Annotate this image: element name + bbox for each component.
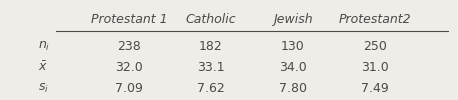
Text: 7.80: 7.80 [279, 82, 307, 95]
Text: 7.09: 7.09 [115, 82, 143, 95]
Text: 250: 250 [363, 40, 387, 53]
Text: $s_i$: $s_i$ [38, 82, 49, 95]
Text: 7.62: 7.62 [197, 82, 225, 95]
Text: 33.1: 33.1 [197, 61, 224, 74]
Text: $n_i$: $n_i$ [38, 40, 50, 53]
Text: 182: 182 [199, 40, 223, 53]
Text: 31.0: 31.0 [361, 61, 388, 74]
Text: 130: 130 [281, 40, 305, 53]
Text: 238: 238 [117, 40, 141, 53]
Text: $\bar{x}$: $\bar{x}$ [38, 61, 48, 74]
Text: Protestant2: Protestant2 [338, 13, 411, 26]
Text: Jewish: Jewish [273, 13, 312, 26]
Text: 32.0: 32.0 [115, 61, 143, 74]
Text: 7.49: 7.49 [361, 82, 388, 95]
Text: 34.0: 34.0 [279, 61, 306, 74]
Text: Protestant 1: Protestant 1 [91, 13, 167, 26]
Text: Catholic: Catholic [185, 13, 236, 26]
